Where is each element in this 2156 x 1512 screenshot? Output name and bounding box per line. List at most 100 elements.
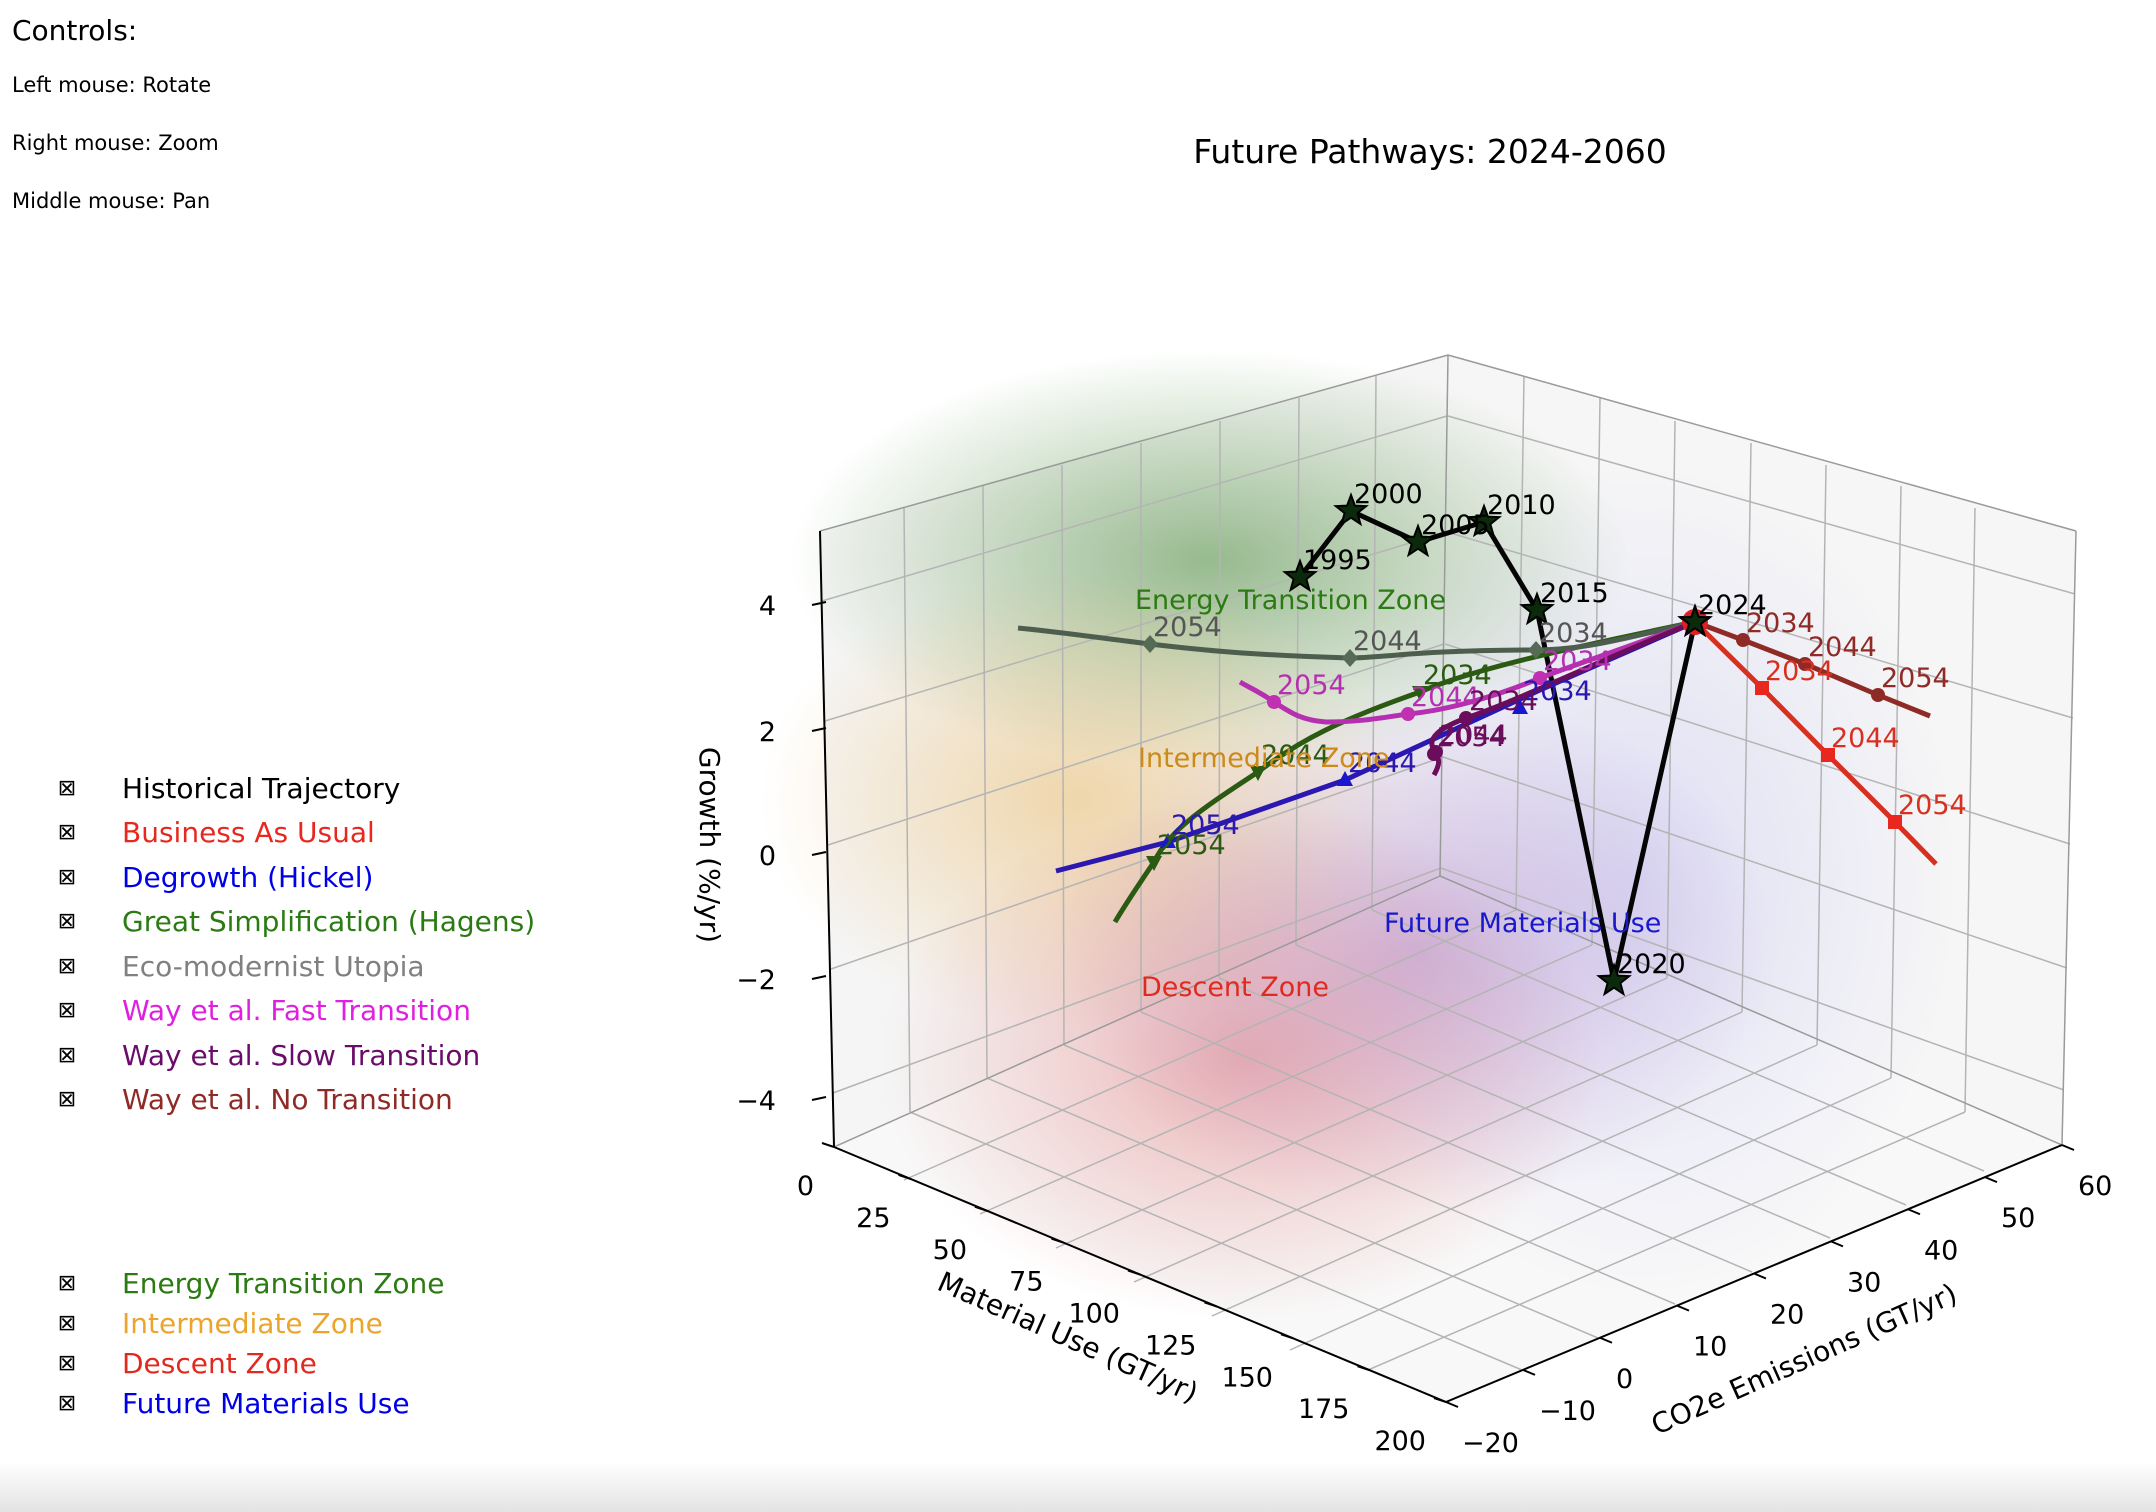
point-label: 2054 (1277, 670, 1346, 701)
square-marker (1755, 681, 1769, 695)
point-label: 2044 (1353, 626, 1422, 657)
point-label: 2034 (1469, 686, 1538, 717)
control-rotate: Left mouse: Rotate (12, 73, 212, 97)
point-label: 2044 (1831, 723, 1900, 754)
checkbox-icon[interactable]: ⊠ (57, 1350, 77, 1376)
point-label: 2044 (1439, 720, 1508, 751)
legend-item-future-materials[interactable]: ⊠ Future Materials Use (52, 1383, 445, 1423)
checkbox-icon[interactable]: ⊠ (57, 775, 77, 801)
point-label: 2034 (1746, 608, 1815, 639)
x-tick-label: 175 (1298, 1394, 1350, 1425)
zone-label-intermediate: Intermediate Zone (1138, 743, 1390, 774)
checkbox-icon[interactable]: ⊠ (57, 998, 77, 1024)
y-tick-label: 0 (1616, 1364, 1633, 1395)
circle-marker (1798, 657, 1812, 671)
legend-item-way-no[interactable]: ⊠ Way et al. No Transition (52, 1078, 535, 1123)
legend-label: Intermediate Zone (122, 1306, 383, 1340)
legend-item-intermediate-zone[interactable]: ⊠ Intermediate Zone (52, 1303, 445, 1343)
star-marker (1400, 523, 1436, 558)
checkbox-icon[interactable]: ⊠ (57, 1390, 77, 1416)
point-label: 2024 (1698, 590, 1767, 621)
point-label: 2054 (1437, 722, 1506, 753)
square-marker (1888, 815, 1902, 829)
legend-item-way-fast[interactable]: ⊠ Way et al. Fast Transition (52, 989, 535, 1034)
zone-label-energy-transition: Energy Transition Zone (1135, 585, 1446, 616)
circle-marker (1459, 711, 1473, 725)
point-label: 2044 (1808, 632, 1877, 663)
series-markers (1142, 492, 1902, 997)
checkbox-icon[interactable]: ⊠ (57, 1042, 77, 1068)
point-label: 2054 (1153, 612, 1222, 643)
x-tick-label: 75 (1009, 1267, 1043, 1298)
control-pan: Middle mouse: Pan (12, 189, 211, 213)
controls-panel: Controls: Left mouse: Rotate Right mouse… (12, 14, 219, 247)
legend-label: Great Simplification (Hagens) (122, 905, 536, 939)
legend-item-historical[interactable]: ⊠ Historical Trajectory (52, 766, 535, 811)
checkbox-icon[interactable]: ⊠ (57, 953, 77, 979)
star-marker (1519, 591, 1555, 626)
x-tick-label: 0 (797, 1171, 814, 1202)
diamond-marker (1342, 649, 1358, 667)
zone-label-descent: Descent Zone (1141, 972, 1329, 1003)
tri-down-marker (1412, 686, 1428, 701)
zones-legend: ⊠ Energy Transition Zone ⊠ Intermediate … (52, 1263, 445, 1423)
x-tick-label: 50 (933, 1235, 967, 1266)
x-tick-label: 25 (856, 1203, 890, 1234)
tri-down-marker (1250, 766, 1266, 781)
x-tick-label: 200 (1374, 1426, 1426, 1457)
tri-down-marker (1146, 856, 1162, 871)
checkbox-icon[interactable]: ⊠ (57, 1310, 77, 1336)
checkbox-icon[interactable]: ⊠ (57, 1087, 77, 1113)
legend-label: Degrowth (Hickel) (122, 860, 374, 894)
chart-title: Future Pathways: 2024-2060 (1193, 132, 1667, 171)
x-tick-label: 125 (1145, 1330, 1197, 1361)
z-tick-label: 0 (759, 841, 776, 872)
y-tick-label: 10 (1693, 1332, 1727, 1363)
legend-item-eco-modernist[interactable]: ⊠ Eco-modernist Utopia (52, 944, 535, 989)
legend-label: Way et al. No Transition (122, 1083, 453, 1117)
star-marker (1333, 492, 1369, 527)
point-label: 2044 (1348, 748, 1417, 779)
x-tick-label: 100 (1068, 1299, 1120, 1330)
legend-item-great-simplification[interactable]: ⊠ Great Simplification (Hagens) (52, 900, 535, 945)
control-zoom: Right mouse: Zoom (12, 131, 219, 155)
point-label: 2044 (1411, 682, 1480, 713)
star-marker (1677, 604, 1713, 637)
y-tick-label: 20 (1770, 1300, 1804, 1331)
legend-item-business-as-usual[interactable]: ⊠ Business As Usual (52, 811, 535, 856)
circle-marker (1736, 633, 1750, 647)
y-tick-label: −20 (1462, 1428, 1519, 1459)
point-label: 2000 (1354, 479, 1423, 510)
legend-item-degrowth[interactable]: ⊠ Degrowth (Hickel) (52, 855, 535, 900)
point-label: 2010 (1487, 490, 1556, 521)
legend-item-descent-zone[interactable]: ⊠ Descent Zone (52, 1343, 445, 1383)
controls-title: Controls: (12, 14, 138, 47)
y-tick-label: −10 (1539, 1396, 1596, 1427)
triangle-marker (1512, 699, 1528, 714)
y-tick-label: 40 (1924, 1235, 1958, 1266)
point-label: 2044 (1261, 740, 1330, 771)
point-label: 2015 (1540, 578, 1609, 609)
checkbox-icon[interactable]: ⊠ (57, 820, 77, 846)
point-label: 2020 (1617, 949, 1686, 980)
point-label: 2034 (1523, 676, 1592, 707)
checkbox-icon[interactable]: ⊠ (57, 864, 77, 890)
diamond-marker (1528, 641, 1544, 659)
legend-label: Future Materials Use (122, 1386, 410, 1420)
point-labels: 1995200020052010201520202024203420442054… (1153, 479, 1967, 980)
diamond-marker (1142, 635, 1158, 653)
triangle-marker (1337, 771, 1353, 786)
point-label: 2054 (1171, 810, 1240, 841)
circle-marker (1267, 695, 1281, 709)
circle-marker (1533, 671, 1547, 685)
legend-item-energy-transition-zone[interactable]: ⊠ Energy Transition Zone (52, 1263, 445, 1303)
checkbox-icon[interactable]: ⊠ (57, 1270, 77, 1296)
z-axis-title: Growth (%/yr) (693, 747, 726, 943)
point-label: 1995 (1303, 545, 1372, 576)
checkbox-icon[interactable]: ⊠ (57, 909, 77, 935)
legend-item-way-slow[interactable]: ⊠ Way et al. Slow Transition (52, 1033, 535, 1078)
point-label: 2054 (1157, 830, 1226, 861)
point-label: 2054 (1881, 663, 1950, 694)
y-tick-label: 50 (2001, 1203, 2035, 1234)
